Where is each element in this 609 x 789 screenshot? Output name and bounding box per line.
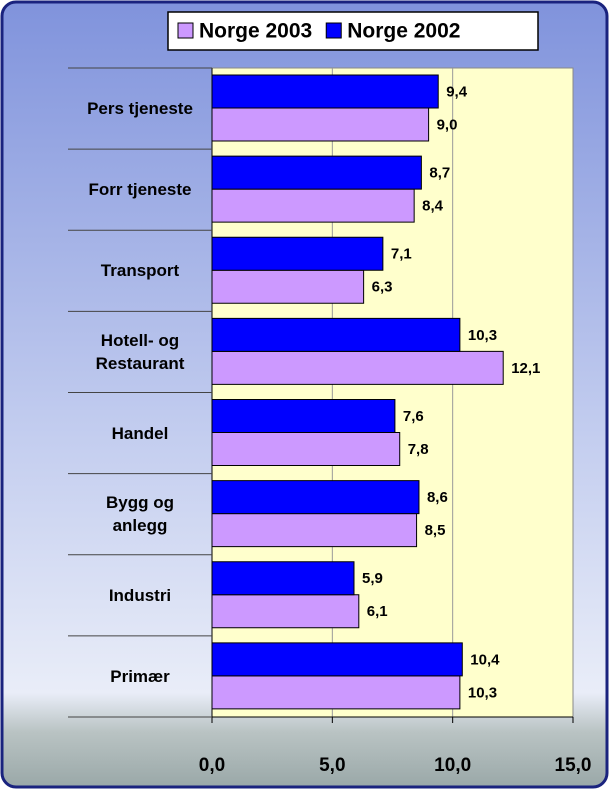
bar (211, 642, 463, 677)
category-label: Handel (111, 423, 169, 443)
bar (211, 480, 420, 515)
legend-label: Norge 2003 (199, 20, 312, 43)
x-tick-label: 10,0 (434, 755, 471, 776)
bar (211, 155, 422, 190)
legend-swatch (177, 22, 194, 39)
bar (211, 399, 396, 433)
data-label: 8,6 (427, 489, 448, 506)
data-label: 8,4 (422, 198, 444, 215)
legend-label: Norge 2002 (347, 20, 460, 43)
category-label: Hotell- og Restaurant (95, 330, 185, 373)
data-label: 5,9 (362, 570, 383, 587)
bar (211, 74, 439, 109)
data-label: 7,6 (403, 408, 424, 425)
bar (211, 236, 384, 271)
data-label: 6,1 (367, 603, 388, 620)
bar (211, 188, 415, 223)
category-label: Pers tjeneste (87, 99, 193, 119)
data-label: 8,5 (425, 522, 446, 539)
data-label: 6,3 (372, 279, 393, 296)
data-label: 12,1 (511, 360, 540, 377)
data-label: 9,4 (446, 83, 468, 100)
x-tick-label: 15,0 (555, 755, 592, 776)
category-label: Bygg og anlegg (106, 493, 174, 536)
bar (211, 675, 461, 710)
category-label: Transport (100, 261, 180, 281)
data-label: 10,3 (468, 684, 497, 701)
data-label: 8,7 (429, 165, 450, 182)
bar (211, 561, 355, 596)
data-label: 9,0 (437, 116, 458, 133)
bar (211, 317, 461, 352)
bar (211, 107, 430, 142)
bar (211, 269, 365, 304)
data-label: 10,4 (470, 651, 500, 668)
bar (211, 350, 504, 385)
bar (211, 432, 401, 466)
category-label: Forr tjeneste (88, 180, 192, 200)
category-label: Industri (108, 585, 172, 605)
data-label: 10,3 (468, 327, 497, 344)
legend-swatch (325, 22, 342, 39)
x-tick-label: 5,0 (319, 755, 345, 776)
bar (211, 513, 418, 548)
category-label: Primær (110, 666, 170, 686)
x-tick-label: 0,0 (199, 755, 225, 776)
bar (211, 594, 360, 629)
legend-box (167, 11, 539, 51)
data-label: 7,1 (391, 246, 412, 263)
data-label: 7,8 (408, 441, 429, 458)
